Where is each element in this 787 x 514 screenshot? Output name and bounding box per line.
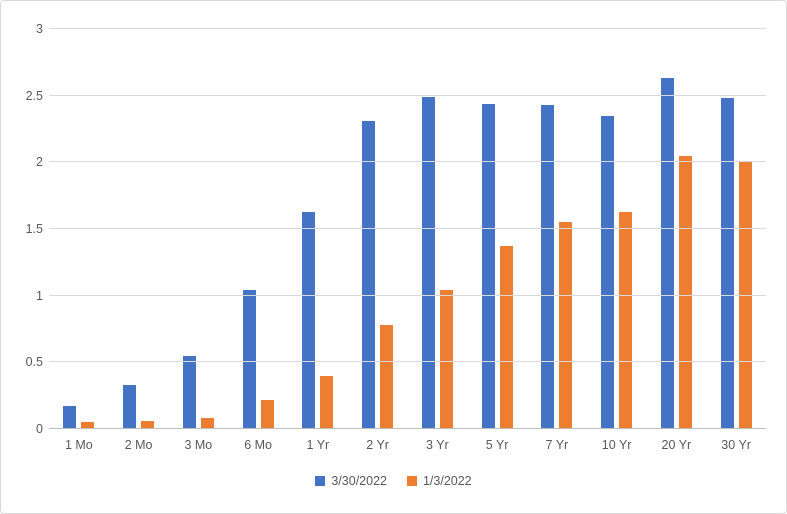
x-tick-label: 3 Mo [184,438,213,452]
x-tick-label: 20 Yr [661,438,692,452]
y-tick-label: 0.5 [25,355,43,370]
x-axis-line [49,428,766,429]
x-tick-label: 1 Yr [306,438,330,452]
bar-series-3/30/2022 [541,105,555,429]
legend-item: 3/30/2022 [315,474,387,488]
x-tick-label: 10 Yr [601,438,632,452]
bar-group [467,29,527,429]
x-axis-labels: 1 Mo 2 Mo 3 Mo 6 Mo 1 Yr 2 Yr 3 Yr 5 Yr 7 Yr 10 Y… [49,438,766,452]
bar-group [228,29,288,429]
legend: 3/30/2022 1/3/2022 [1,474,786,488]
bar-series-3/30/2022 [660,78,674,429]
bar-series-3/30/2022 [362,121,376,429]
bars-container [49,29,766,429]
bar-series-1/3/2022 [439,290,453,429]
y-tick-label: 3 [36,22,43,36]
y-tick-label: 0 [36,422,43,436]
gridline [49,161,766,163]
bar-series-3/30/2022 [481,103,495,429]
bar-series-1/3/2022 [200,418,214,429]
legend-marker-icon [406,476,417,486]
bar-series-1/3/2022 [559,222,573,429]
bar-series-3/30/2022 [601,115,615,429]
gridline [49,28,766,29]
bar-group [49,29,109,429]
bar-series-1/3/2022 [320,375,334,429]
gridline [49,361,766,363]
bar-group [408,29,468,429]
y-tick-label: 1.5 [25,222,43,236]
bar-series-1/3/2022 [499,246,513,429]
bar-series-1/3/2022 [141,421,155,429]
legend-item: 1/3/2022 [406,474,472,488]
bar-group [706,29,766,429]
bar-group [348,29,408,429]
bar-group [527,29,587,429]
y-tick-label: 1 [36,288,43,303]
bar-series-3/30/2022 [242,290,256,429]
bar-group [647,29,707,429]
bar-series-1/3/2022 [619,211,633,429]
bar-series-3/30/2022 [123,385,137,429]
bar-series-3/30/2022 [302,211,316,429]
y-tick-label: 2 [36,155,43,170]
gridline [49,228,766,229]
bar-group [109,29,169,429]
bar-series-1/3/2022 [678,155,692,429]
x-tick-label: 30 Yr [721,438,751,452]
x-tick-label: 7 Yr [545,438,569,452]
bar-series-3/30/2022 [421,97,435,429]
plot-area [49,28,766,429]
x-tick-label: 6 Mo [244,438,273,452]
legend-label: 1/3/2022 [422,474,472,488]
bar-series-1/3/2022 [380,325,394,429]
x-tick-label: 3 Yr [426,438,449,452]
x-tick-label: 5 Yr [485,438,509,452]
bar-series-3/30/2022 [182,355,196,429]
gridline [49,94,766,96]
y-tick-label: 2.5 [25,88,43,103]
bar-group [288,29,348,429]
bar-group [587,29,647,429]
bar-group [169,29,229,429]
gridline [49,294,766,296]
bar-series-3/30/2022 [720,98,734,429]
bar-series-1/3/2022 [81,422,95,429]
x-tick-label: 1 Mo [64,438,93,452]
bar-series-1/3/2022 [260,399,274,429]
legend-label: 3/30/2022 [331,474,387,488]
x-tick-label: 2 Yr [366,438,389,452]
x-tick-label: 2 Mo [124,438,153,452]
bar-series-3/30/2022 [63,406,77,429]
legend-marker-icon [315,476,326,486]
